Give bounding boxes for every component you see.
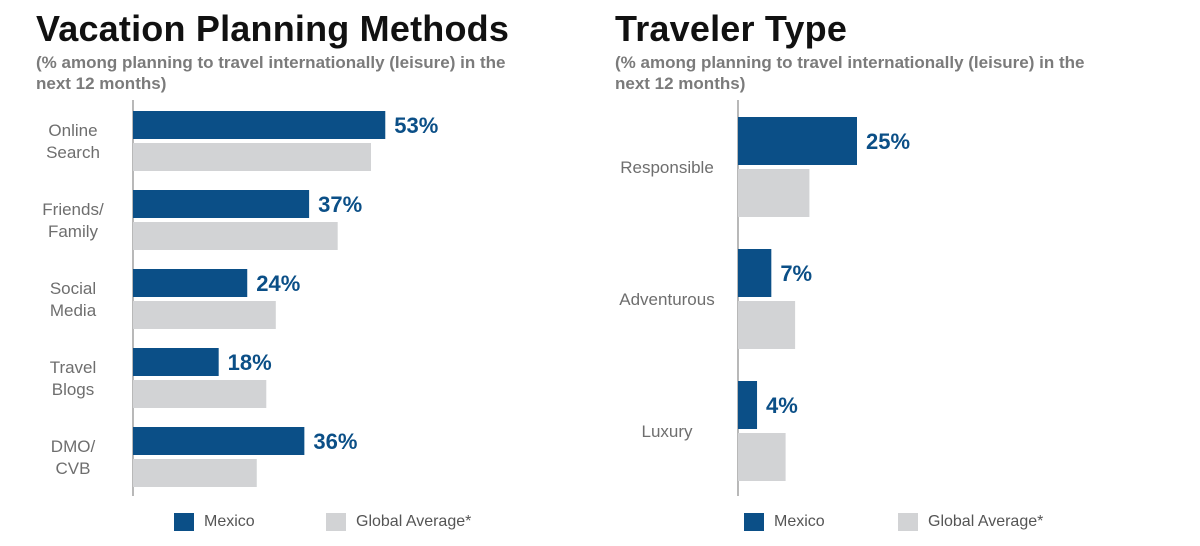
data-label: 53%: [394, 113, 438, 138]
bar-mexico: [133, 348, 219, 376]
bar-global-average: [133, 459, 257, 487]
legend-label-global-average: Global Average*: [356, 513, 472, 530]
bar-global-average: [133, 222, 338, 250]
bar-mexico: [133, 269, 248, 297]
category-label: Social: [50, 279, 96, 298]
legend-swatch-mexico: [744, 513, 764, 531]
data-label: 36%: [313, 429, 357, 454]
category-label: Adventurous: [619, 290, 714, 309]
category-label: Online: [48, 121, 97, 140]
data-label: 18%: [228, 350, 272, 375]
legend: Mexico Global Average*: [174, 512, 534, 532]
bar-mexico: [738, 249, 772, 297]
category-label: Media: [50, 301, 97, 320]
bar-global-average: [133, 143, 371, 171]
data-label: 4%: [766, 393, 798, 418]
bar-mexico: [133, 111, 386, 139]
bar-global-average: [738, 169, 810, 217]
category-label: DMO/: [51, 437, 96, 456]
category-label: Blogs: [52, 380, 95, 399]
data-label: 37%: [318, 192, 362, 217]
category-label: Friends/: [42, 200, 104, 219]
category-label: CVB: [56, 459, 91, 478]
legend-swatch-mexico: [174, 513, 194, 531]
vacation-planning-panel: Vacation Planning Methods (% among plann…: [36, 8, 534, 532]
chart-subtitle: (% among planning to travel internationa…: [36, 53, 506, 93]
data-label: 7%: [780, 261, 812, 286]
legend-label-mexico: Mexico: [774, 513, 825, 530]
category-label: Search: [46, 143, 100, 162]
data-label: 25%: [866, 129, 910, 154]
legend-label-global-average: Global Average*: [928, 513, 1044, 530]
bar-mexico: [133, 190, 310, 218]
traveler-type-panel: Traveler Type (% among planning to trave…: [600, 0, 1200, 546]
legend: Mexico Global Average*: [744, 512, 1104, 532]
chart-title: Traveler Type: [615, 8, 848, 49]
bar-mexico: [133, 427, 305, 455]
category-label: Family: [48, 222, 99, 241]
vacation-planning-chart: 53% Online Search 37% Friends/Family 24% Socia…: [42, 100, 438, 496]
bar-global-average: [738, 433, 786, 481]
legend-swatch-global-average: [898, 513, 918, 531]
bar-global-average: [133, 301, 276, 329]
chart-subtitle: (% among planning to travel internationa…: [615, 53, 1085, 93]
bar-global-average: [738, 301, 796, 349]
category-label: Luxury: [641, 422, 693, 441]
legend-label-mexico: Mexico: [204, 513, 255, 530]
data-label: 24%: [256, 271, 300, 296]
category-label: Travel: [50, 358, 97, 377]
category-label: Responsible: [620, 158, 714, 177]
bar-mexico: [738, 117, 857, 165]
chart-title: Vacation Planning Methods: [36, 8, 510, 49]
bar-mexico: [738, 381, 758, 429]
traveler-type-chart: 25% Responsible 7% Adventurous 4% Luxury: [619, 100, 910, 496]
legend-swatch-global-average: [326, 513, 346, 531]
bar-global-average: [133, 380, 267, 408]
